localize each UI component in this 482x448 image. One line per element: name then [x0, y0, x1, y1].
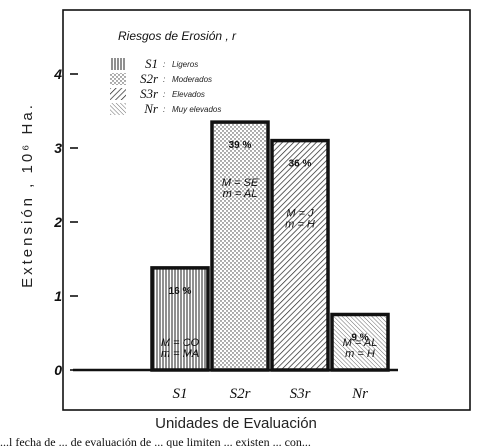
legend-swatch [110, 103, 126, 115]
y-tick-label: 1 [54, 288, 62, 304]
legend-swatch [110, 58, 126, 70]
bar-s1 [150, 266, 210, 372]
legend-code: S1 [145, 56, 158, 71]
legend-separator: : [163, 60, 165, 69]
x-axis-label: Unidades de Evaluación [155, 415, 317, 432]
legend-desc: Ligeros [172, 60, 198, 69]
legend-swatch [110, 73, 126, 85]
bar-annotation: M = CO [161, 337, 200, 349]
legend: Riesgos de Erosión , r S1: Ligeros S2r: Mod… [110, 29, 237, 116]
bar-annotation: M = AL [343, 337, 378, 349]
bar-annotation: m = AL [223, 188, 258, 200]
legend-desc: Elevados [172, 90, 205, 99]
legend-code: Nr [143, 101, 159, 116]
y-tick-label: 0 [54, 362, 62, 378]
bars: 16 % M = COm = MA 39 % M = SEm = AL 36 % M = … [150, 120, 390, 372]
bar-nr [330, 312, 390, 372]
legend-swatch [110, 88, 126, 100]
y-tick-label: 4 [53, 66, 62, 82]
bar-annotation: m = H [285, 219, 315, 231]
bar-annotation: M = SE [222, 177, 259, 189]
legend-desc: Moderados [172, 75, 212, 84]
x-axis: S1 S2r S3r Nr [173, 386, 369, 402]
legend-code: S2r [140, 71, 159, 86]
x-tick-label: S3r [290, 386, 311, 402]
y-axis-label: Extensión , 10⁶ Ha. [19, 102, 36, 288]
bar-s3r [270, 138, 330, 372]
legend-separator: : [163, 105, 165, 114]
x-tick-label: Nr [351, 386, 368, 402]
legend-separator: : [163, 90, 165, 99]
legend-desc: Muy elevados [172, 105, 221, 114]
bar-annotation: m = MA [161, 348, 199, 360]
y-tick-label: 2 [53, 214, 62, 230]
bar-s2r [210, 120, 270, 372]
bar-percent-label: 9 % [351, 333, 368, 344]
y-tick-label: 3 [54, 140, 62, 156]
x-tick-label: S1 [173, 386, 188, 402]
bar-percent-label: 39 % [229, 140, 252, 151]
legend-separator: : [163, 75, 165, 84]
bar-annotation: m = H [345, 348, 375, 360]
x-tick-label: S2r [230, 386, 251, 402]
bar-percent-label: 36 % [289, 159, 312, 170]
bar-annotation: M = J [286, 208, 314, 220]
bar-percent-label: 16 % [169, 286, 192, 297]
bottom-caption: ...l fecha de ... de evaluación de ... q… [0, 436, 311, 448]
legend-code: S3r [140, 86, 159, 101]
legend-title: Riesgos de Erosión , r [118, 29, 237, 43]
